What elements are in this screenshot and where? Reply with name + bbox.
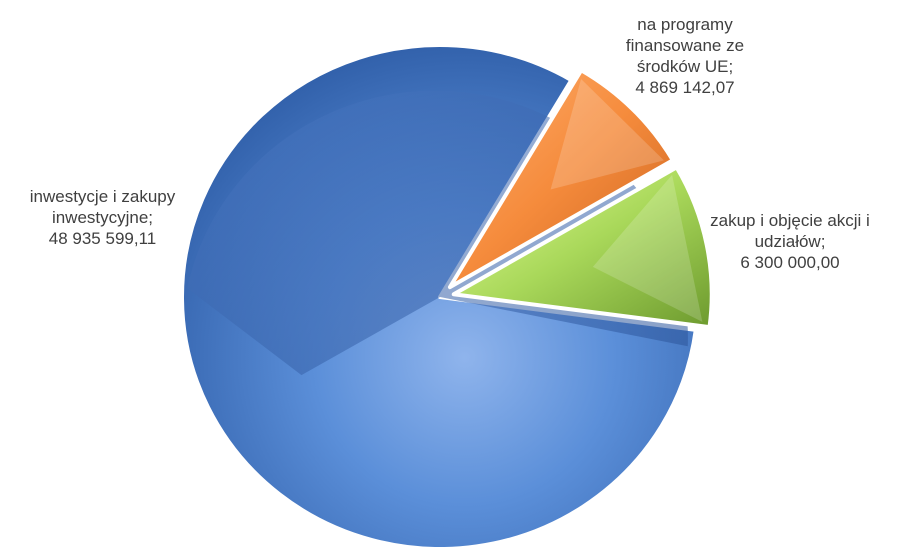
label-akcje-udzialy-line: zakup i objęcie akcji i <box>710 211 870 230</box>
label-programy-ue-line: środków UE; <box>636 57 734 76</box>
label-programy-ue: na programy finansowane ze środków UE; 4 86… <box>600 14 770 98</box>
label-akcje-udzialy-line: udziałów; <box>754 232 826 251</box>
label-inwestycje: inwestycje i zakupy inwestycyjne; 48 935 5… <box>0 186 205 249</box>
slice-akcje-udzialy <box>451 165 714 330</box>
label-inwestycje-line: inwestycyjne; <box>51 208 154 227</box>
label-programy-ue-line: 4 869 142,07 <box>635 78 735 97</box>
slice-programy-ue-bevel <box>550 78 664 190</box>
slice-programy-ue <box>447 68 675 290</box>
label-inwestycje-line: 48 935 599,11 <box>48 229 157 248</box>
label-akcje-udzialy-line: 6 300 000,00 <box>740 253 840 272</box>
label-inwestycje-line: inwestycje i zakupy <box>29 187 176 206</box>
label-programy-ue-line: finansowane ze <box>625 36 745 55</box>
slice-akcje-udzialy-bevel <box>592 174 703 322</box>
label-akcje-udzialy: zakup i objęcie akcji i udziałów; 6 300 00… <box>680 210 900 273</box>
label-programy-ue-line: na programy <box>637 15 733 34</box>
